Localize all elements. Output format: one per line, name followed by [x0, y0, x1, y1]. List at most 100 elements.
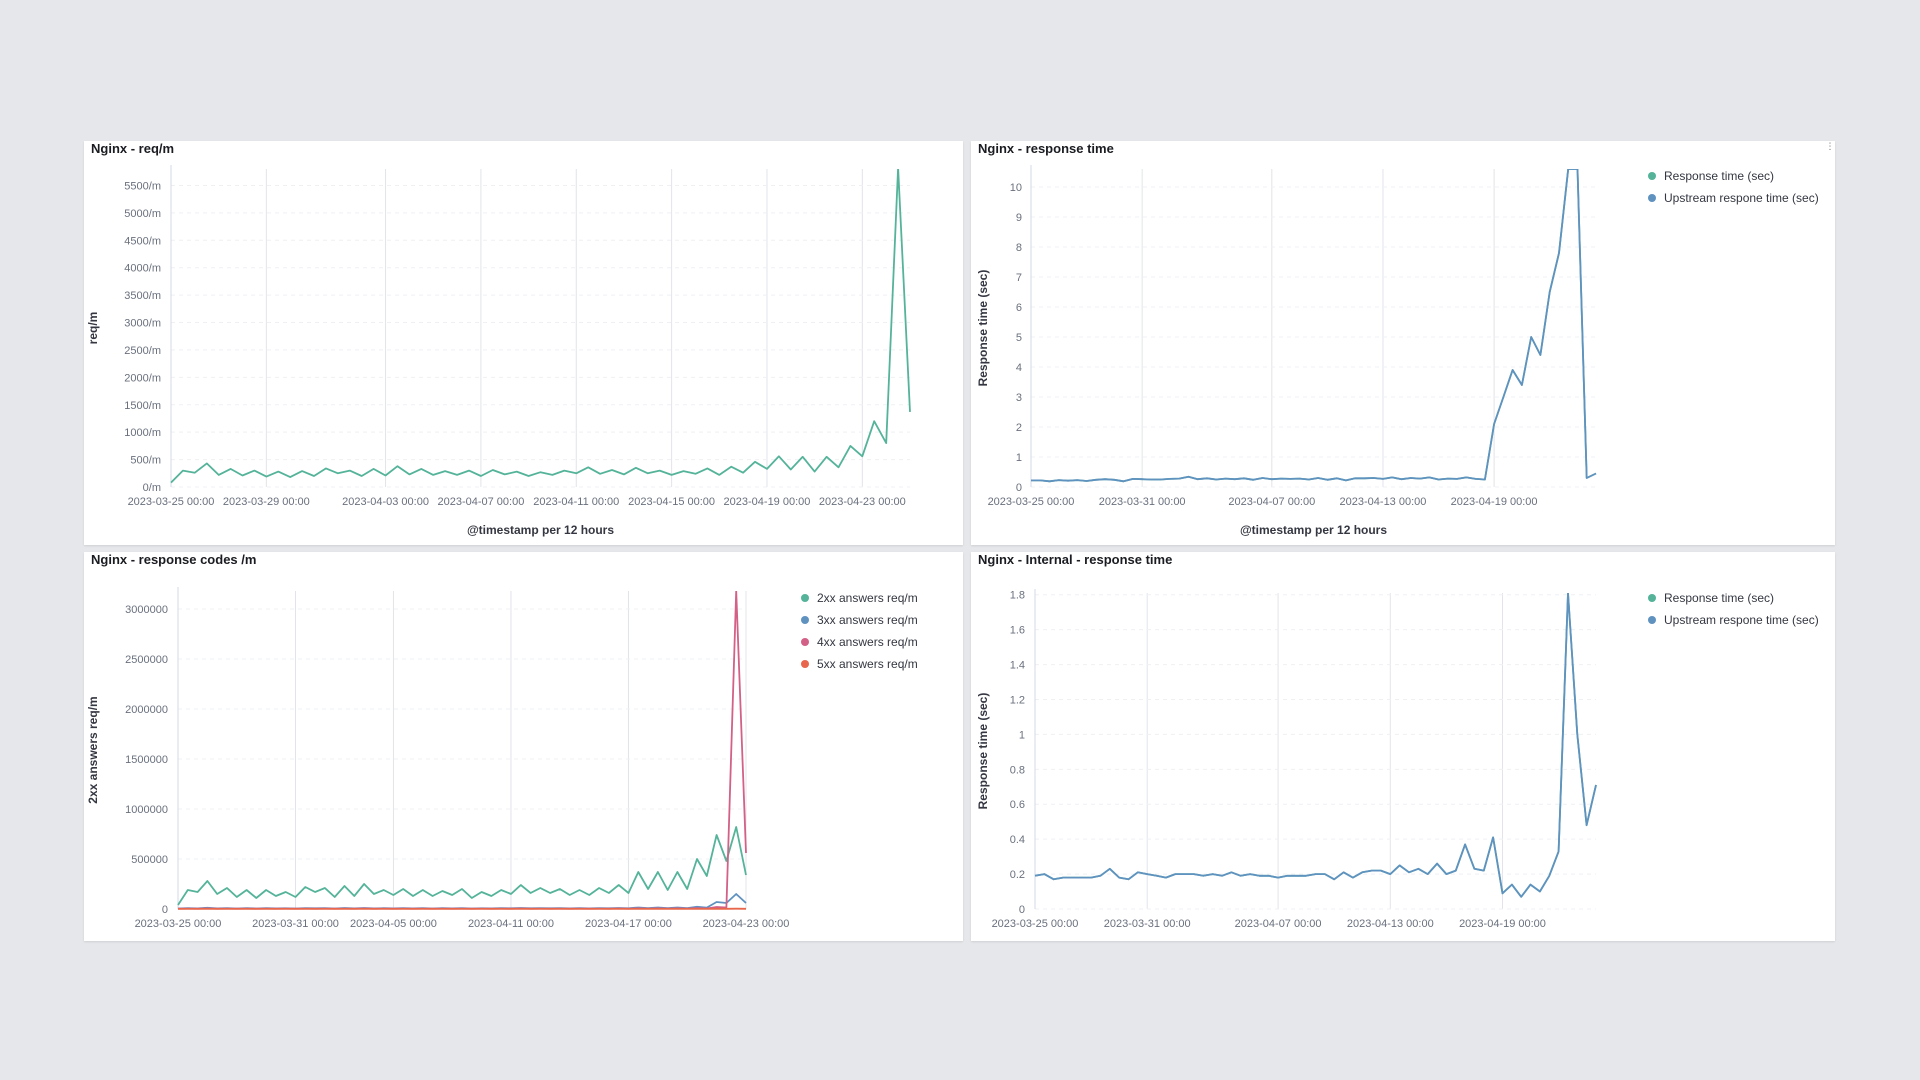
y-tick-label: 4500/m — [124, 235, 161, 247]
req-per-minute-chart[interactable]: 0/m 500/m 1000/m 1500/m 2000/m 2500/m 3000/m 35… — [84, 141, 963, 545]
response-time-sec-line[interactable] — [1034, 593, 1597, 898]
y-axis-title: 2xx answers req/m — [86, 696, 100, 803]
x-axis-title: @timestamp per 12 hours — [467, 523, 614, 537]
legend-swatch[interactable] — [801, 660, 809, 668]
x-tick-label: 2023-04-07 00:00 — [1228, 496, 1315, 508]
x-tick-label: 2023-04-13 00:00 — [1347, 918, 1434, 930]
response-time-panel: Nginx - response time ⋮ 0 1 2 3 4 5 6 7 8 9 10 2023… — [971, 141, 1835, 545]
y-tick-label: 10 — [1010, 182, 1022, 194]
x-tick-label: 2023-04-05 00:00 — [350, 918, 437, 930]
panel-title: Nginx - response codes /m — [91, 552, 257, 567]
legend-label[interactable]: 2xx answers req/m — [817, 591, 918, 605]
legend-swatch[interactable] — [801, 594, 809, 602]
panel-title: Nginx - response time — [978, 141, 1114, 156]
x-tick-label: 2023-03-31 00:00 — [1104, 918, 1191, 930]
x-tick-label: 2023-04-03 00:00 — [342, 496, 429, 508]
y-tick-label: 500/m — [130, 455, 161, 467]
x-tick-label: 2023-04-19 00:00 — [1451, 496, 1538, 508]
y-tick-label: 5 — [1016, 332, 1022, 344]
legend-label[interactable]: Response time (sec) — [1664, 591, 1774, 605]
x-tick-label: 2023-03-25 00:00 — [992, 918, 1079, 930]
y-tick-label: 1 — [1019, 729, 1025, 741]
response-codes-panel: Nginx - response codes /m 0 500000 1000000… — [84, 552, 963, 941]
x-tick-label: 2023-03-31 00:00 — [1099, 496, 1186, 508]
x-tick-label: 2023-04-19 00:00 — [724, 496, 811, 508]
legend-swatch[interactable] — [801, 616, 809, 624]
y-tick-label: 3500/m — [124, 290, 161, 302]
x-tick-label: 2023-04-23 00:00 — [819, 496, 906, 508]
legend-swatch[interactable] — [1648, 594, 1656, 602]
legend-swatch[interactable] — [1648, 172, 1656, 180]
internal-response-time-chart[interactable]: 0 0.2 0.4 0.6 0.8 1 1.2 1.4 1.6 1.8 2023-03-25 00:… — [971, 552, 1835, 941]
legend-swatch[interactable] — [1648, 194, 1656, 202]
y-axis-title: Response time (sec) — [976, 270, 990, 387]
y-tick-label: 1.8 — [1010, 590, 1025, 602]
response-time-sec-line[interactable] — [1031, 169, 1597, 483]
x-axis-title: @timestamp per 12 hours — [1240, 523, 1387, 537]
legend-label[interactable]: Upstream respone time (sec) — [1664, 191, 1819, 205]
x-tick-label: 2023-03-25 00:00 — [135, 918, 222, 930]
x-tick-label: 2023-04-15 00:00 — [628, 496, 715, 508]
y-tick-label: 0.6 — [1010, 799, 1025, 811]
upstream-respone-time-sec-line[interactable] — [1034, 593, 1597, 898]
3xx-answers-req-m-line[interactable] — [177, 893, 747, 910]
2xx-answers-req-m-line[interactable] — [177, 826, 747, 906]
x-tick-label: 2023-04-17 00:00 — [585, 918, 672, 930]
y-tick-label: 2000/m — [124, 372, 161, 384]
y-tick-label: 0 — [162, 904, 168, 916]
y-tick-label: 2500/m — [124, 345, 161, 357]
y-tick-label: 7 — [1016, 272, 1022, 284]
response-codes-chart[interactable]: 0 500000 1000000 1500000 2000000 2500000 30000… — [84, 552, 963, 941]
y-tick-label: 4000/m — [124, 263, 161, 275]
panel-title: Nginx - req/m — [91, 141, 175, 156]
x-tick-label: 2023-03-25 00:00 — [128, 496, 215, 508]
y-tick-label: 1000000 — [125, 804, 168, 816]
y-tick-label: 1500000 — [125, 754, 168, 766]
x-tick-label: 2023-03-29 00:00 — [223, 496, 310, 508]
y-tick-label: 3000/m — [124, 318, 161, 330]
legend-label[interactable]: Upstream respone time (sec) — [1664, 613, 1819, 627]
req-per-minute-panel: Nginx - req/m 0/m 500/m 1000/m 1500/m 2000/m… — [84, 141, 963, 545]
y-axis-title: Response time (sec) — [976, 693, 990, 810]
y-tick-label: 0.4 — [1010, 834, 1025, 846]
y-tick-label: 4 — [1016, 362, 1022, 374]
y-tick-label: 1500/m — [124, 400, 161, 412]
x-tick-label: 2023-04-07 00:00 — [1235, 918, 1322, 930]
y-tick-label: 0 — [1016, 482, 1022, 494]
series-line[interactable] — [170, 168, 911, 484]
y-tick-label: 9 — [1016, 212, 1022, 224]
y-tick-label: 1.4 — [1010, 660, 1025, 672]
y-tick-label: 0/m — [143, 482, 161, 494]
upstream-respone-time-sec-line[interactable] — [1031, 169, 1597, 483]
panel-menu-icon[interactable]: ⋮ — [1825, 141, 1835, 151]
y-tick-label: 3 — [1016, 392, 1022, 404]
legend-label[interactable]: 3xx answers req/m — [817, 613, 918, 627]
x-tick-label: 2023-03-31 00:00 — [252, 918, 339, 930]
y-tick-label: 2 — [1016, 422, 1022, 434]
x-tick-label: 2023-04-23 00:00 — [703, 918, 790, 930]
y-tick-label: 5000/m — [124, 208, 161, 220]
x-tick-label: 2023-03-25 00:00 — [988, 496, 1075, 508]
x-tick-label: 2023-04-19 00:00 — [1459, 918, 1546, 930]
y-axis-title: req/m — [86, 312, 100, 345]
y-tick-label: 5500/m — [124, 180, 161, 192]
y-tick-label: 1.2 — [1010, 694, 1025, 706]
y-tick-label: 0.8 — [1010, 764, 1025, 776]
legend-swatch[interactable] — [801, 638, 809, 646]
y-tick-label: 1.6 — [1010, 625, 1025, 637]
internal-response-time-panel: Nginx - Internal - response time 0 0.2 0.4… — [971, 552, 1835, 941]
legend-label[interactable]: Response time (sec) — [1664, 169, 1774, 183]
legend-swatch[interactable] — [1648, 616, 1656, 624]
legend-label[interactable]: 5xx answers req/m — [817, 657, 918, 671]
y-tick-label: 0.2 — [1010, 869, 1025, 881]
4xx-answers-req-m-line[interactable] — [177, 591, 747, 910]
x-tick-label: 2023-04-11 00:00 — [533, 496, 619, 508]
y-tick-label: 2500000 — [125, 654, 168, 666]
legend-label[interactable]: 4xx answers req/m — [817, 635, 918, 649]
y-tick-label: 8 — [1016, 242, 1022, 254]
y-tick-label: 0 — [1019, 904, 1025, 916]
panel-title: Nginx - Internal - response time — [978, 552, 1173, 567]
y-tick-label: 1000/m — [124, 427, 161, 439]
response-time-chart[interactable]: 0 1 2 3 4 5 6 7 8 9 10 2023-03-25 00:00 2023-03-31 0… — [971, 141, 1835, 545]
y-tick-label: 500000 — [131, 854, 168, 866]
